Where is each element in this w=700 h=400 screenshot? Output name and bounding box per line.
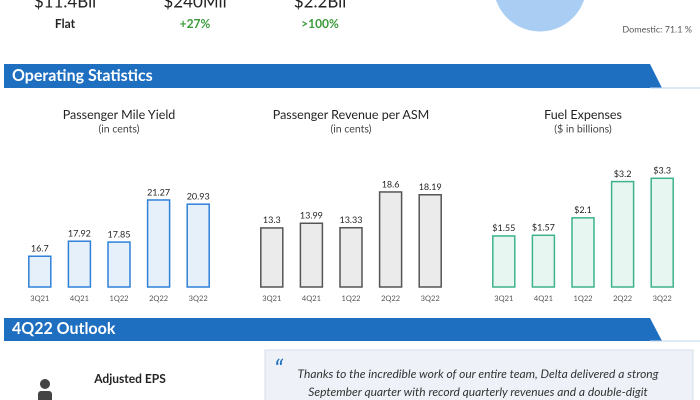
value-label: $1.55: [492, 222, 515, 233]
value-label: 13.3: [263, 214, 281, 225]
value-label: 13.99: [300, 210, 323, 221]
value-label: $1.57: [532, 222, 555, 233]
x-tick-label: 3Q21: [494, 294, 513, 303]
x-tick-label: 4Q21: [70, 294, 89, 303]
value-label: $3.2: [614, 168, 632, 179]
x-tick-label: 1Q22: [109, 294, 128, 303]
chart-title: Passenger Mile Yield: [63, 107, 176, 122]
pie-label: Domestic: 71.1 %: [622, 23, 692, 34]
summary-change: Flat: [55, 16, 76, 31]
value-label: 21.27: [147, 186, 170, 197]
chart-subtitle: (in cents): [330, 123, 371, 136]
value-label: 17.85: [107, 228, 130, 239]
value-label: 16.7: [31, 243, 49, 254]
value-label: $2.1: [574, 204, 592, 215]
bar: [571, 217, 595, 288]
value-label: 18.19: [419, 181, 442, 192]
bar: [610, 180, 635, 288]
x-tick-label: 3Q22: [421, 294, 440, 303]
x-tick-label: 3Q22: [189, 294, 208, 303]
value-label: 13.33: [339, 214, 362, 225]
summary-change: >100%: [301, 16, 339, 31]
x-tick-label: 3Q21: [30, 294, 49, 303]
bar: [299, 222, 324, 288]
x-tick-label: 4Q21: [302, 294, 321, 303]
chart-subtitle: (in cents): [98, 123, 139, 136]
quote-line: September quarter with record quarterly …: [308, 384, 648, 399]
value-label: 18.6: [382, 178, 400, 189]
x-tick-label: 1Q22: [341, 294, 360, 303]
x-tick-label: 4Q21: [534, 294, 553, 303]
bar: [418, 194, 442, 288]
bar: [67, 240, 92, 288]
section-title: Operating Statistics: [12, 66, 153, 85]
outlook-metric: Adjusted EPS: [93, 371, 166, 386]
bar: [28, 255, 52, 288]
bar: [339, 226, 363, 288]
bar: [378, 191, 403, 288]
x-tick-label: 2Q22: [149, 294, 168, 303]
value-label: 20.93: [187, 190, 210, 201]
banner: [4, 64, 662, 88]
x-tick-label: 3Q22: [653, 294, 672, 303]
summary-change: +27%: [180, 16, 211, 31]
bar: [260, 227, 284, 288]
quote-mark: “: [274, 353, 284, 385]
value-label: $3.3: [653, 165, 671, 176]
quote-box: [264, 349, 694, 400]
chart-title: Passenger Revenue per ASM: [273, 107, 429, 122]
x-tick-label: 1Q22: [573, 294, 592, 303]
x-tick-label: 2Q22: [381, 294, 400, 303]
summary-value: $11.4Bil: [34, 0, 96, 11]
bar: [531, 234, 556, 288]
value-label: 17.92: [68, 227, 91, 238]
pie: [494, 0, 586, 33]
summary-value: $240Mil: [163, 0, 226, 11]
person-icon: [38, 379, 52, 400]
x-tick-label: 2Q22: [613, 294, 632, 303]
bar: [492, 235, 516, 288]
section-title: 4Q22 Outlook: [12, 319, 116, 338]
quote-line: Thanks to the incredible work of our ent…: [298, 366, 659, 381]
bar: [146, 199, 171, 288]
banner: [4, 318, 662, 341]
x-tick-label: 3Q21: [262, 294, 281, 303]
bar: [107, 241, 131, 288]
bar: [186, 203, 210, 288]
summary-value: $2.2Bil: [294, 0, 347, 11]
chart-subtitle: ($ in billions): [554, 123, 612, 136]
chart-title: Fuel Expenses: [544, 107, 622, 122]
bar: [650, 177, 674, 288]
